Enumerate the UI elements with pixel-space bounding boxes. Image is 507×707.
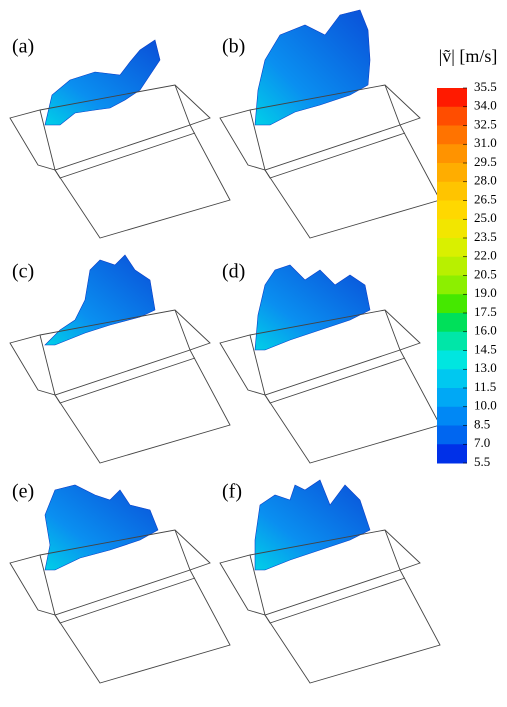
channel-wireframe	[219, 309, 441, 464]
channel-wireframe	[249, 309, 401, 396]
channel-wireframe	[249, 84, 401, 171]
velocity-isosurface	[254, 9, 371, 126]
colorbar-tick-label: 14.5	[474, 341, 497, 356]
colorbar-tick-label: 10.0	[474, 398, 497, 413]
colorbar-band	[437, 444, 467, 464]
colorbar-tick-label: 29.5	[474, 154, 497, 169]
colorbar-tick-label: 34.0	[474, 98, 497, 113]
panel-label: (e)	[12, 481, 34, 503]
colorbar-title: |ṽ| [m/s]	[439, 46, 498, 66]
colorbar-tick-label: 25.0	[474, 210, 497, 225]
colorbar-band	[437, 425, 467, 445]
colorbar-band	[437, 106, 467, 126]
colorbar-band	[437, 294, 467, 314]
channel-wireframe	[54, 577, 196, 624]
panel: (c)	[9, 254, 231, 464]
colorbar-band	[437, 369, 467, 389]
panel: (d)	[219, 261, 441, 464]
velocity-isosurface	[254, 479, 371, 571]
colorbar-band	[437, 388, 467, 408]
colorbar-band	[437, 275, 467, 295]
colorbar-band	[437, 406, 467, 426]
channel-wireframe	[9, 84, 231, 239]
panel: (e)	[9, 481, 231, 684]
panel: (f)	[219, 479, 441, 684]
colorbar-tick-label: 7.0	[474, 435, 490, 450]
channel-wireframe	[54, 357, 196, 404]
velocity-isosurface	[44, 254, 156, 346]
colorbar-tick-label: 28.0	[474, 173, 497, 188]
channel-wireframe	[54, 132, 196, 179]
channel-wireframe	[264, 132, 406, 179]
colorbar-band	[437, 181, 467, 201]
velocity-isosurface	[254, 264, 371, 351]
colorbar-tick-label: 16.0	[474, 323, 497, 338]
panel: (a)	[9, 36, 231, 239]
colorbar-band	[437, 350, 467, 370]
colorbar-band	[437, 163, 467, 183]
channel-wireframe	[39, 84, 191, 171]
velocity-isosurface	[44, 39, 161, 126]
colorbar-band	[437, 125, 467, 145]
colorbar-band	[437, 200, 467, 220]
colorbar-tick-label: 11.5	[474, 379, 496, 394]
channel-wireframe	[9, 309, 231, 464]
channel-wireframe	[9, 529, 231, 684]
channel-wireframe	[219, 529, 441, 684]
channel-wireframe	[264, 357, 406, 404]
colorbar-band	[437, 256, 467, 276]
panel-label: (b)	[222, 36, 245, 58]
panel: (b)	[219, 9, 441, 239]
channel-wireframe	[39, 309, 191, 396]
colorbar-tick-label: 31.0	[474, 135, 497, 150]
colorbar-tick-label: 20.5	[474, 266, 497, 281]
channel-wireframe	[39, 529, 191, 616]
colorbar-tick-label: 23.5	[474, 229, 497, 244]
colorbar-tick-label: 32.5	[474, 116, 497, 131]
colorbar-tick-label: 17.5	[474, 304, 497, 319]
channel-wireframe	[264, 577, 406, 624]
colorbar-band	[437, 144, 467, 164]
panel-label: (d)	[222, 261, 245, 283]
colorbar-tick-label: 35.5	[474, 79, 497, 94]
colorbar-tick-label: 19.0	[474, 285, 497, 300]
panel-label: (c)	[12, 261, 34, 283]
colorbar-band	[437, 331, 467, 351]
channel-wireframe	[249, 529, 401, 616]
colorbar-band	[437, 88, 467, 108]
colorbar-tick-label: 22.0	[474, 248, 497, 263]
colorbar-band	[437, 313, 467, 333]
channel-wireframe	[219, 84, 441, 239]
colorbar-tick-label: 13.0	[474, 360, 497, 375]
colorbar-tick-label: 26.5	[474, 191, 497, 206]
colorbar-band	[437, 238, 467, 258]
colorbar-tick-label: 5.5	[474, 454, 490, 469]
panel-label: (a)	[12, 36, 34, 58]
colorbar-tick-label: 8.5	[474, 416, 490, 431]
panel-label: (f)	[222, 481, 242, 503]
colorbar-band	[437, 219, 467, 239]
velocity-isosurface	[44, 484, 159, 571]
